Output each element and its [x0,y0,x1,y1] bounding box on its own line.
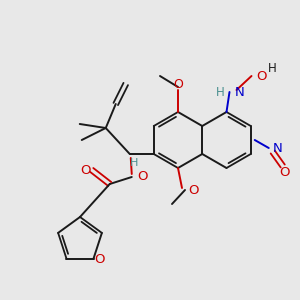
Text: H: H [268,61,276,74]
Text: O: O [80,164,91,176]
Text: O: O [94,253,105,266]
Text: H: H [130,158,138,168]
Text: N: N [273,142,283,154]
Text: H: H [216,85,224,98]
Text: O: O [137,169,147,182]
Text: O: O [280,167,290,179]
Text: N: N [235,85,244,98]
Text: O: O [188,184,199,196]
Text: O: O [256,70,267,83]
Text: O: O [173,77,183,91]
